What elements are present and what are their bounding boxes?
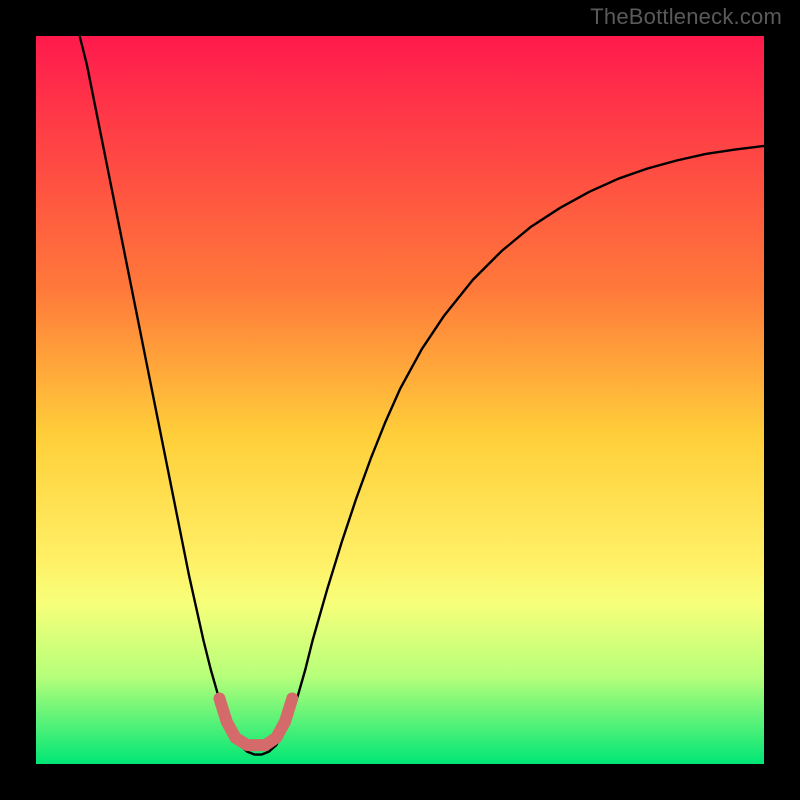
bottleneck-curve: [80, 36, 764, 755]
watermark-text: TheBottleneck.com: [590, 4, 782, 30]
chart-svg: [36, 36, 764, 764]
chart-plot-area: [36, 36, 764, 764]
trough-marker: [219, 698, 292, 745]
